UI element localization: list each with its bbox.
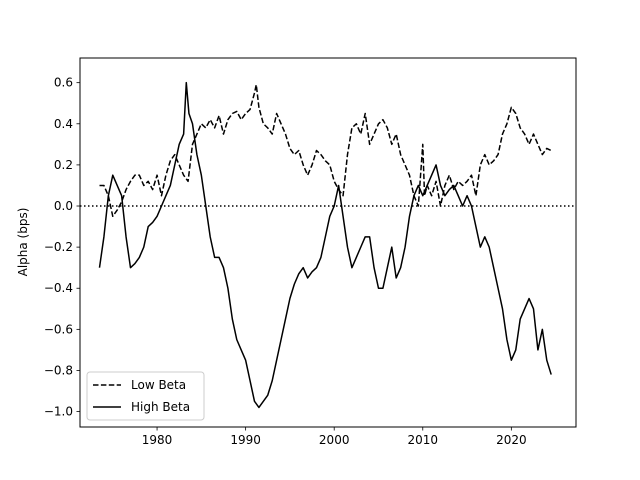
x-axis: 1980 1990 2000 2010 2020 (142, 427, 527, 447)
x-tick-label: 2000 (319, 433, 350, 447)
y-tick-label: −1.0 (44, 405, 73, 419)
legend-label-high-beta: High Beta (131, 400, 190, 414)
y-axis-label: Alpha (bps) (16, 208, 30, 277)
y-tick-label: 0.2 (54, 158, 73, 172)
series-line-high-beta (98, 81, 552, 409)
x-tick-label: 1980 (142, 433, 173, 447)
x-tick-label: 1990 (230, 433, 261, 447)
plot-content (80, 81, 576, 409)
y-tick-label: 0.6 (54, 76, 73, 90)
y-tick-label: −0.6 (44, 322, 73, 336)
legend-box (86, 371, 205, 421)
y-tick-label: −0.4 (44, 281, 73, 295)
y-tick-label: −0.8 (44, 363, 73, 377)
legend: Low Beta High Beta (86, 371, 205, 421)
y-tick-label: 0.0 (54, 199, 73, 213)
y-tick-label: −0.2 (44, 240, 73, 254)
x-tick-label: 2020 (496, 433, 527, 447)
y-tick-label: 0.4 (54, 117, 73, 131)
plot-frame (79, 57, 577, 428)
legend-label-low-beta: Low Beta (131, 378, 186, 392)
y-axis: 0.6 0.4 0.2 0.0 −0.2 −0.4 −0.6 −0.8 −1.0 (44, 76, 80, 419)
x-tick-label: 2010 (407, 433, 438, 447)
